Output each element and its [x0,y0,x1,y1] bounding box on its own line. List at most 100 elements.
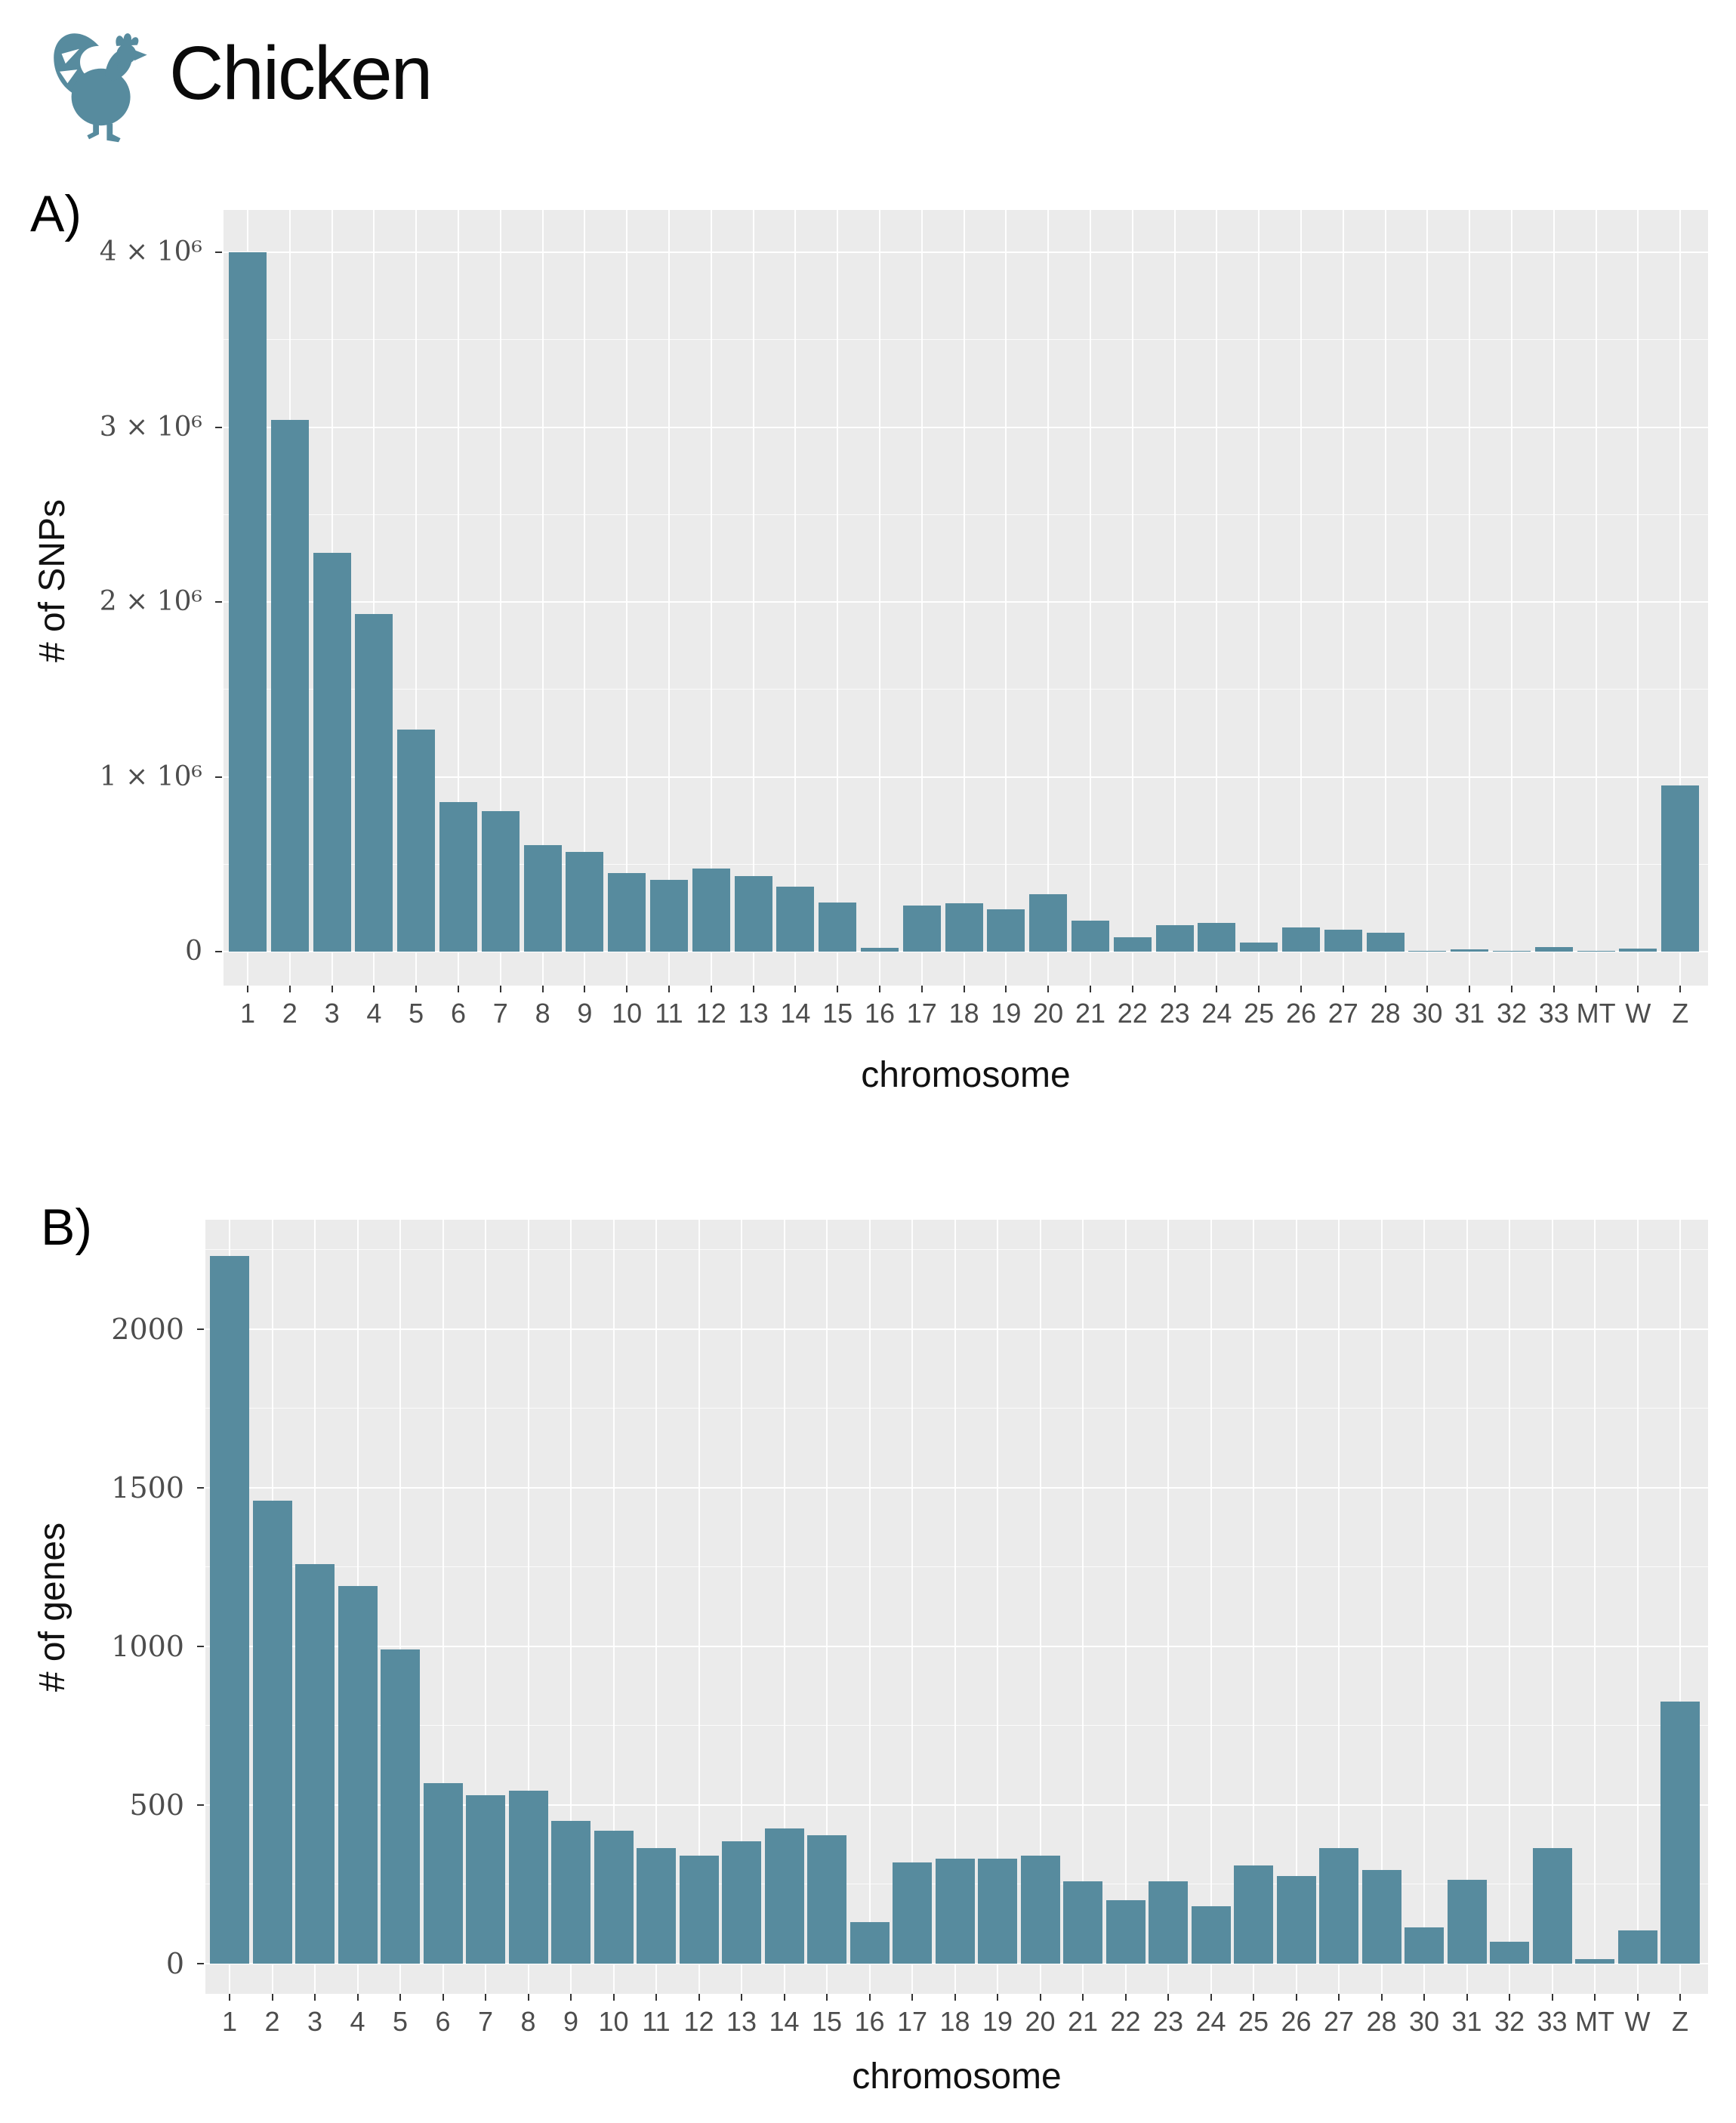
x-tick-label: 6 [435,2006,451,2037]
bar-chr-7 [481,810,520,952]
x-tick-label: 19 [991,998,1022,1029]
x-tick-label: 23 [1152,2006,1184,2037]
x-gridline [499,210,501,986]
x-tick-mark [1258,986,1260,992]
y-gridline-minor [205,1249,1708,1251]
bar-chr-25 [1240,943,1278,952]
x-tick-label: 20 [1025,2006,1056,2037]
x-tick-mark [698,1994,700,2001]
bar-chr-24 [1191,1906,1231,1964]
x-gridline [794,210,797,986]
x-tick-mark [655,1994,657,2001]
x-gridline [1469,210,1471,986]
x-gridline [1426,210,1429,986]
x-tick-label: 15 [811,2006,843,2037]
x-gridline [1637,210,1639,986]
x-gridline [920,210,923,986]
bar-chr-17 [893,1862,932,1964]
x-tick-label: 3 [324,998,340,1029]
figure-title: Chicken [169,31,433,116]
y-gridline-minor [224,339,1708,341]
x-gridline [1380,1220,1383,1994]
bar-chr-22 [1113,937,1152,952]
x-tick-label: 10 [598,2006,629,2037]
bar-chr-MT [1575,1958,1614,1964]
x-tick-label: 26 [1281,2006,1312,2037]
x-tick-mark [1342,986,1344,992]
y-tick-label: 1500 [111,1470,184,1504]
x-tick-mark [1300,986,1302,992]
x-gridline [710,210,712,986]
x-gridline [1636,1220,1639,1994]
x-tick-mark [1124,1994,1127,2001]
x-gridline [442,1220,444,1994]
x-gridline [1679,1220,1681,1994]
bar-chr-5 [397,730,436,952]
x-gridline [1131,210,1133,986]
x-tick-label: 25 [1244,998,1275,1029]
bar-chr-33 [1534,946,1573,952]
y-tick-label: 4 × 10⁶ [99,236,202,268]
x-tick-label: 31 [1451,2006,1482,2037]
x-tick-mark [485,1994,486,2001]
bar-chr-1 [229,252,267,952]
x-tick-mark [1637,986,1639,992]
y-tick-mark [215,951,222,952]
y-gridline-minor [205,1725,1708,1726]
y-gridline-major [205,1328,1708,1330]
x-gridline [1082,1220,1084,1994]
bar-chr-6 [439,802,477,952]
bar-chr-28 [1366,932,1405,952]
bar-chr-12 [679,1856,719,1964]
y-gridline-minor [205,1408,1708,1409]
y-tick-label: 0 [185,936,202,967]
y-tick-mark [197,1486,204,1489]
bar-chr-9 [566,852,604,952]
x-tick-label: 32 [1494,2006,1525,2037]
x-tick-mark [1005,986,1007,992]
x-tick-label: 24 [1195,2006,1226,2037]
bar-chr-25 [1234,1865,1273,1964]
x-tick-label: Z [1672,998,1689,1029]
x-gridline [1551,1220,1553,1994]
bar-chr-W [1617,1930,1657,1964]
x-tick-label: 9 [577,998,593,1029]
x-tick-mark [271,1994,273,2001]
x-tick-mark [1216,986,1218,992]
x-tick-label: 22 [1110,2006,1141,2037]
x-gridline [1167,1220,1169,1994]
x-tick-label: 28 [1366,2006,1397,2037]
bar-chr-8 [508,1791,548,1964]
x-tick-mark [1131,986,1133,992]
x-tick-mark [415,986,418,992]
x-gridline [783,1220,785,1994]
x-tick-label: 5 [392,2006,409,2037]
x-tick-label: 17 [896,2006,928,2037]
y-gridline-major [205,1804,1708,1806]
x-tick-label: 27 [1323,2006,1355,2037]
bar-chr-3 [295,1563,335,1964]
x-gridline [626,210,628,986]
y-tick-label: 500 [129,1788,184,1822]
bar-chr-12 [692,869,730,952]
y-axis-title-b: # of genes [32,1522,72,1693]
x-tick-mark [1210,1994,1212,2001]
bar-chr-20 [1029,893,1068,952]
x-tick-label: 13 [738,998,769,1029]
x-gridline [868,1220,871,1994]
x-gridline [1679,210,1682,986]
x-tick-mark [399,1994,401,2001]
x-gridline [570,1220,572,1994]
y-tick-mark [197,1645,204,1647]
bar-chr-26 [1276,1876,1316,1964]
bar-chr-3 [313,553,351,952]
x-tick-label: 25 [1238,2006,1269,2037]
bar-chr-Z [1660,1702,1700,1964]
x-gridline [415,210,418,986]
x-tick-mark [752,986,754,992]
x-tick-label: 30 [1408,2006,1440,2037]
x-tick-label: 16 [854,2006,885,2037]
bar-chr-11 [637,1847,676,1964]
bar-chr-18 [945,903,983,952]
